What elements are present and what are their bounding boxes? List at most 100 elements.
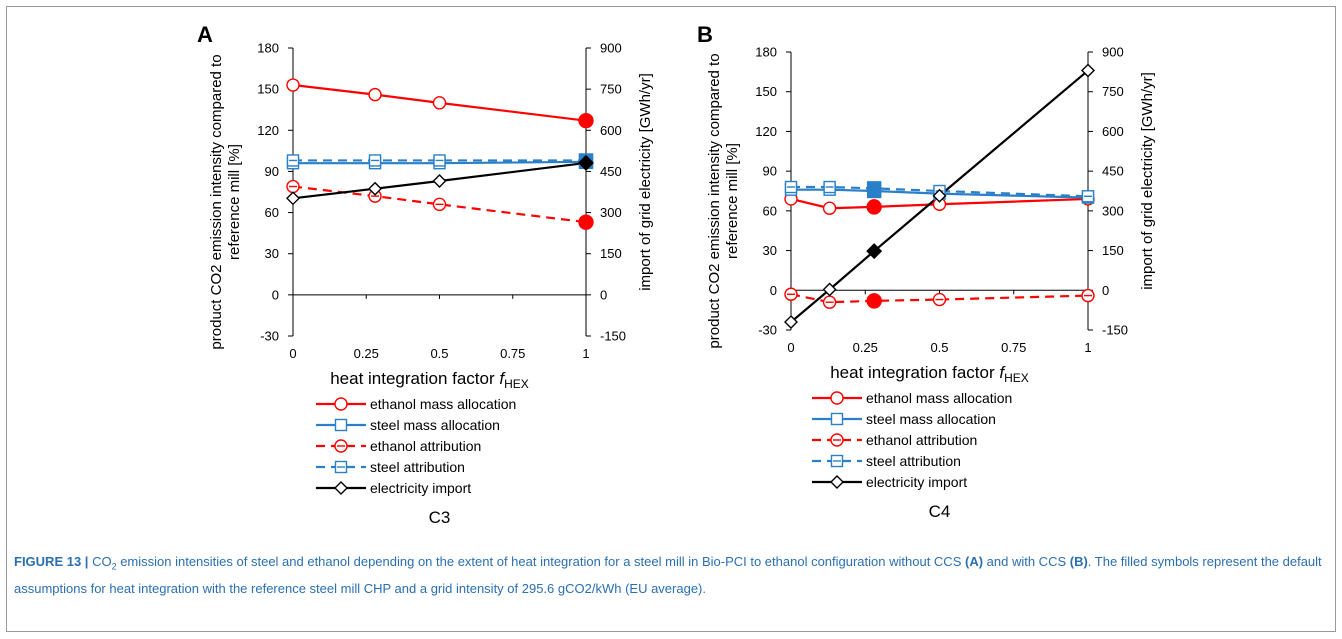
- panel-a-label: A: [197, 22, 213, 47]
- panel-b-ytick-label: 60: [763, 203, 777, 218]
- figure-frame: [6, 6, 1336, 632]
- panel-a-series-0-point: [368, 87, 382, 102]
- panel-b-ytick-label: 0: [770, 283, 777, 298]
- panel-a-legend-marker: [334, 397, 348, 411]
- panel-a-ytick-label: -30: [260, 329, 279, 344]
- panel-a-legend-label: steel mass allocation: [370, 417, 500, 433]
- panel-a-xlabel-sub: HEX: [504, 377, 529, 391]
- panel-b-y2tick-label: 0: [1102, 283, 1109, 298]
- panel-b-ylabel-line2: reference mill [%]: [724, 143, 741, 259]
- panel-a-series-0-point: [286, 78, 300, 92]
- panel-a-series-4-point: [432, 174, 447, 189]
- panel-b-series-2-point: [866, 293, 882, 309]
- panel-a-series-4-point: [286, 191, 300, 206]
- panel-a-series-line-4: [292, 161, 587, 200]
- panel-b-legend-marker: [830, 412, 844, 426]
- panel-a-y2tick-label: 600: [600, 123, 622, 138]
- panel-b-xtick-label: 0.25: [853, 340, 878, 355]
- panel-b-ytick-label: 120: [755, 124, 777, 139]
- caption-ref-b: (B): [1069, 554, 1088, 569]
- panel-b-y2tick-label: -150: [1102, 323, 1128, 338]
- panel-a-y2tick-label: 0: [600, 287, 607, 302]
- panel-b-xtick-label: 0: [787, 340, 794, 355]
- panel-a-series-line-0: [292, 83, 587, 122]
- panel-b-xlabel-italic: f: [999, 363, 1006, 382]
- panel-b-legend-label: ethanol mass allocation: [866, 390, 1012, 406]
- panel-a-legend-label: electricity import: [370, 480, 471, 496]
- panel-b-xtick-label: 0.5: [930, 340, 948, 355]
- caption-figure-label: FIGURE 13 |: [14, 554, 89, 569]
- panel-a-legend-label: ethanol mass allocation: [370, 396, 516, 412]
- panel-a-series-4-point: [368, 181, 383, 196]
- caption-text-2: and with CCS: [983, 554, 1070, 569]
- panel-b-ytick-label: -30: [758, 323, 777, 338]
- panel-a-y2tick-label: 750: [600, 82, 622, 97]
- panel-b-legend-label: steel mass allocation: [866, 411, 996, 427]
- panel-b-legend-marker: [830, 475, 844, 489]
- panel-b-xtick-label: 1: [1084, 340, 1091, 355]
- panel-a-legend-marker: [334, 481, 348, 495]
- panel-b-ylabel-line1: product CO2 emission intensity compared …: [706, 53, 723, 348]
- panel-b-legend-marker: [830, 391, 844, 405]
- caption-co2-sub: 2: [111, 561, 117, 572]
- panel-b-series-4-point: [866, 243, 883, 260]
- panel-a-ytick-label: 30: [265, 246, 279, 261]
- figure-caption: FIGURE 13 | CO2 emission intensities of …: [14, 551, 1324, 599]
- panel-b-legend-label: steel attribution: [866, 453, 961, 469]
- panel-b-y2tick-label: 600: [1102, 124, 1124, 139]
- caption-text-1: emission intensities of steel and ethano…: [116, 554, 965, 569]
- panel-a-series-line-1: [293, 160, 587, 165]
- panel-b-xtick-label: 0.75: [1001, 340, 1026, 355]
- panel-a-ylabel-line1: product CO2 emission intensity compared …: [208, 54, 225, 349]
- caption-co2: CO: [92, 554, 112, 569]
- panel-a-ytick-label: 60: [265, 205, 279, 220]
- panel-b: B -30 0 30 60 90 120 150 180 -150 0 150 300 450 600 750…: [697, 22, 1156, 521]
- panel-b-xlabel-sub: HEX: [1004, 371, 1029, 385]
- panel-a-series-0-point: [578, 112, 594, 129]
- panel-a-xlabel: heat integration factor fHEX: [330, 369, 529, 391]
- panel-a-ytick-label: 0: [272, 287, 279, 302]
- panel-b-series-4-point: [822, 282, 837, 297]
- panel-a-ytick-label: 180: [257, 41, 279, 56]
- panel-a-xtick-label: 0: [289, 346, 296, 361]
- panel-b-series-0-point: [866, 199, 882, 215]
- panel-b-legend-label: electricity import: [866, 474, 967, 490]
- panel-b-series-4-point: [932, 188, 947, 203]
- panel-a-series-2-point: [578, 214, 594, 230]
- panel-a-series-4-point: [578, 154, 594, 171]
- panel-a-sublabel: C3: [429, 508, 451, 527]
- panel-b-ytick-label: 180: [755, 45, 777, 60]
- panel-b-series-4-point: [1081, 63, 1095, 78]
- panel-a-legend-label: steel attribution: [370, 459, 465, 475]
- panel-a-y2tick-label: 900: [600, 41, 622, 56]
- panel-a-xtick-label: 0.25: [354, 346, 379, 361]
- panel-a-ytick-label: 120: [257, 123, 279, 138]
- panel-a-y2tick-label: 450: [600, 164, 622, 179]
- panel-a-xtick-label: 1: [582, 346, 589, 361]
- panel-b-ytick-label: 150: [755, 84, 777, 99]
- panel-a-y2label: import of grid electricity [GWh/yr]: [637, 73, 654, 291]
- panel-b-y2tick-label: 450: [1102, 164, 1124, 179]
- panel-a-xtick-label: 0.75: [500, 346, 525, 361]
- panel-a-legend-label: ethanol attribution: [370, 438, 481, 454]
- panel-b-ytick-label: 90: [763, 164, 777, 179]
- panel-b-series-4-point: [784, 315, 798, 330]
- panel-a-ylabel-line2: reference mill [%]: [226, 144, 243, 260]
- panel-b-y2tick-label: 900: [1102, 45, 1124, 60]
- caption-text-3: . The filled symbols represent the defau…: [14, 554, 1322, 596]
- panel-b-y2tick-label: 750: [1102, 84, 1124, 99]
- panel-a-y2tick-label: 150: [600, 246, 622, 261]
- panel-b-xlabel: heat integration factor fHEX: [830, 363, 1029, 385]
- panel-b-y2label: import of grid electricity [GWh/yr]: [1139, 72, 1156, 290]
- panel-a: A -30 0 30 60 90 120 150 180 -150 0 150 300 450 600 750…: [197, 22, 654, 527]
- panel-a-y2tick-label: 300: [600, 205, 622, 220]
- panel-b-label: B: [697, 22, 713, 47]
- panel-b-sublabel: C4: [929, 502, 951, 521]
- panel-b-legend-label: ethanol attribution: [866, 432, 977, 448]
- panel-a-xlabel-main: heat integration factor: [330, 369, 499, 388]
- panel-a-ytick-label: 150: [257, 82, 279, 97]
- panel-a-series-0-point: [432, 96, 447, 110]
- panel-b-ytick-label: 30: [763, 243, 777, 258]
- panel-b-y2tick-label: 300: [1102, 203, 1124, 218]
